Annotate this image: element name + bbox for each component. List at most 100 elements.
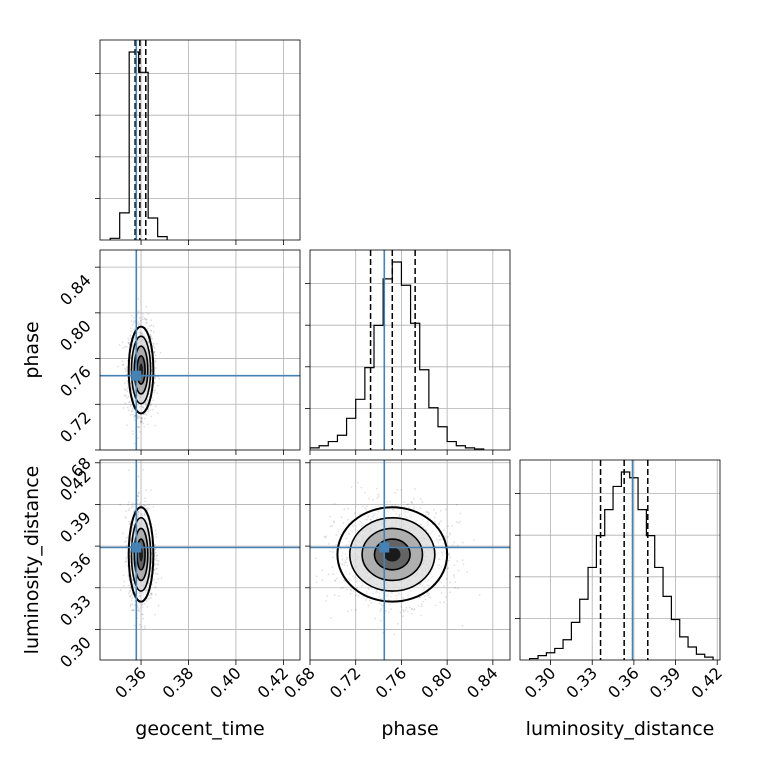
scatter-point [364, 507, 367, 509]
scatter-point [364, 518, 366, 521]
scatter-point [149, 409, 152, 411]
scatter-point [151, 408, 154, 411]
scatter-point [352, 590, 355, 592]
scatter-point [361, 584, 364, 587]
scatter-point [127, 341, 130, 344]
scatter-point [124, 541, 126, 543]
panel-content [520, 460, 720, 660]
scatter-point [332, 573, 334, 575]
scatter-point [126, 379, 129, 382]
scatter-point [343, 564, 346, 567]
scatter-point [346, 507, 349, 510]
scatter-point [144, 591, 147, 594]
scatter-point [411, 502, 414, 505]
scatter-point [147, 598, 149, 601]
scatter-point [402, 597, 405, 600]
scatter-point [427, 513, 430, 516]
scatter-point [146, 507, 149, 510]
scatter-point [398, 514, 401, 517]
scatter-point [137, 516, 139, 519]
scatter-point [150, 597, 152, 599]
scatter-point [405, 606, 408, 609]
truth-marker [131, 542, 142, 553]
scatter-point [155, 536, 158, 539]
scatter-point [413, 488, 416, 490]
scatter-point [139, 507, 142, 510]
scatter-point [351, 524, 354, 527]
scatter-point [129, 414, 132, 416]
scatter-point [395, 512, 398, 515]
scatter-point [455, 521, 458, 524]
scatter-point [152, 325, 155, 327]
scatter-point [150, 319, 153, 322]
scatter-point [132, 407, 135, 410]
scatter-point [402, 608, 405, 611]
scatter-point [138, 592, 141, 594]
scatter-point [124, 560, 127, 563]
scatter-point [137, 312, 140, 315]
scatter-point [461, 624, 464, 627]
scatter-point [389, 500, 391, 503]
scatter-point [150, 542, 153, 545]
scatter-point [149, 529, 151, 532]
scatter-point [353, 512, 356, 514]
scatter-point [121, 341, 124, 344]
scatter-point [131, 580, 134, 582]
scatter-point [438, 523, 440, 526]
scatter-point [155, 354, 157, 357]
scatter-point [131, 597, 133, 600]
scatter-point [138, 511, 140, 513]
scatter-point [419, 582, 422, 585]
scatter-point [352, 525, 355, 528]
scatter-point [381, 605, 384, 607]
scatter-point [139, 420, 142, 423]
scatter-point [116, 365, 119, 368]
x-tick-label: 0.76 [372, 663, 411, 702]
scatter-point [126, 406, 129, 409]
scatter-point [147, 342, 150, 344]
scatter-point [137, 510, 140, 513]
scatter-point [126, 373, 129, 376]
scatter-point [426, 580, 429, 582]
scatter-point [438, 558, 441, 561]
scatter-point [422, 600, 425, 603]
scatter-point [333, 521, 336, 524]
histogram-luminosity_distance [529, 471, 714, 660]
scatter-point [342, 521, 345, 524]
scatter-point [129, 595, 132, 598]
scatter-point [148, 582, 150, 585]
scatter-point [153, 343, 155, 345]
scatter-point [137, 475, 140, 478]
scatter-point [341, 557, 344, 560]
scatter-point [127, 503, 130, 506]
scatter-point [140, 419, 143, 422]
scatter-point [126, 382, 129, 385]
scatter-point [150, 552, 153, 555]
scatter-point [391, 504, 394, 507]
scatter-point [375, 589, 378, 591]
scatter-point [415, 520, 417, 522]
scatter-point [438, 535, 441, 537]
scatter-point [138, 426, 141, 428]
scatter-point [142, 406, 145, 409]
scatter-point [150, 335, 152, 338]
scatter-point [148, 503, 151, 506]
scatter-point [427, 511, 430, 514]
scatter-point [131, 529, 133, 532]
scatter-point [139, 514, 142, 517]
scatter-point [118, 344, 121, 346]
scatter-point [398, 515, 401, 517]
scatter-point [337, 595, 340, 598]
scatter-point [140, 416, 143, 419]
scatter-point [420, 523, 423, 526]
scatter-point [129, 327, 132, 330]
scatter-point [426, 584, 429, 587]
scatter-point [137, 310, 140, 312]
scatter-point [344, 559, 347, 561]
scatter-point [132, 524, 134, 526]
scatter-point [137, 511, 140, 514]
scatter-point [149, 489, 152, 491]
scatter-point [426, 520, 429, 523]
scatter-point [335, 543, 337, 546]
scatter-point [440, 581, 443, 584]
